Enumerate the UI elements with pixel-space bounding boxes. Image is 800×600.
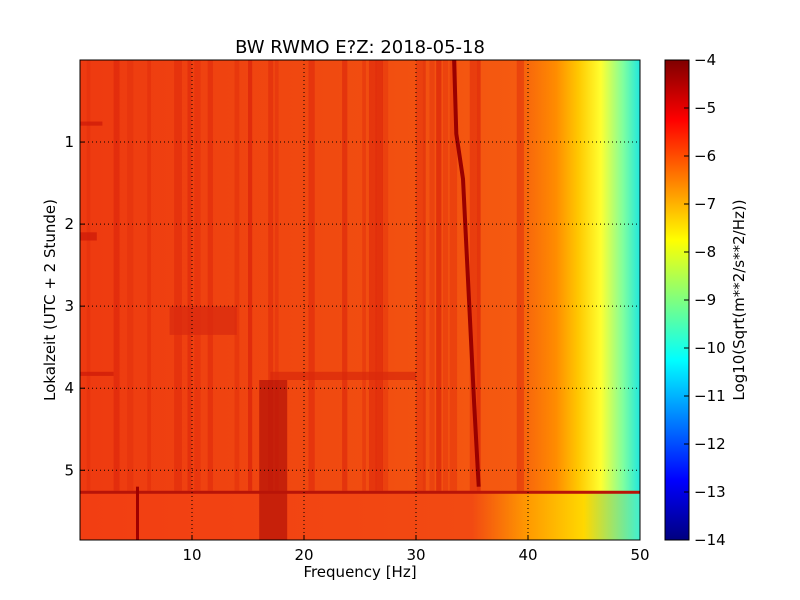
frequency-stripe	[362, 60, 366, 540]
frequency-stripe	[174, 60, 182, 540]
frequency-stripe	[469, 60, 477, 540]
x-tick-label: 50	[630, 546, 649, 564]
frequency-stripe	[308, 60, 315, 540]
time-band	[80, 371, 114, 376]
colorbar-label: Log10(Sqrt(m**2/s**2/Hz))	[730, 199, 748, 400]
frequency-stripe	[382, 60, 389, 540]
frequency-stripe	[416, 60, 423, 540]
x-axis-label: Frequency [Hz]	[303, 563, 416, 581]
frequency-stripe	[113, 60, 120, 540]
colorbar-tick-label: −5	[694, 99, 716, 117]
frequency-stripe	[234, 60, 240, 540]
colorbar-tick-label: −4	[694, 51, 716, 69]
tonal-line	[452, 60, 481, 487]
grid-lines	[80, 60, 640, 540]
frequency-stripe	[147, 60, 151, 540]
frequency-stripe	[375, 60, 383, 540]
frequency-stripe	[86, 60, 91, 540]
x-tick-label: 30	[406, 546, 425, 564]
time-band	[270, 371, 416, 380]
colorbar-tick-label: −12	[694, 435, 726, 453]
x-tick-label: 20	[294, 546, 313, 564]
time-band	[169, 306, 237, 335]
frequency-stripe	[368, 60, 377, 540]
frequency-stripe	[429, 60, 435, 540]
spectrogram-background	[80, 60, 640, 540]
colorbar-tick-label: −14	[694, 531, 726, 549]
x-axis-ticks: 10 20 30 40 50	[182, 535, 650, 564]
short-line	[136, 486, 139, 540]
broadband-band	[80, 490, 640, 540]
frequency-stripe	[436, 60, 442, 540]
time-band	[80, 232, 97, 241]
frequency-stripe	[187, 60, 192, 540]
y-axis-label: Lokalzeit (UTC + 2 Stunde)	[41, 199, 59, 401]
frequency-stripe	[422, 60, 426, 540]
y-tick-label: 4	[64, 379, 74, 397]
colorbar-tick-label: −10	[694, 339, 726, 357]
frequency-stripe	[449, 60, 458, 540]
frequency-stripe	[207, 60, 213, 540]
y-axis-ticks: 1 2 3 4 5	[64, 133, 85, 479]
colorbar-tick-label: −7	[694, 195, 716, 213]
colorbar-tick-label: −11	[694, 387, 726, 405]
colorbar-tick-label: −13	[694, 483, 726, 501]
x-tick-label: 40	[518, 546, 537, 564]
plot-area	[80, 60, 640, 540]
y-tick-label: 2	[64, 215, 74, 233]
frequency-stripe	[476, 60, 481, 540]
y-tick-label: 1	[64, 133, 74, 151]
frequency-stripe	[516, 60, 525, 540]
frequency-stripe	[442, 60, 449, 540]
frequency-stripes	[86, 60, 525, 540]
x-tick-label: 10	[182, 546, 201, 564]
frequency-stripe	[268, 60, 274, 540]
broadband-band-edge	[80, 490, 640, 494]
colorbar-ticks: −4 −5 −6 −7 −8 −9 −10 −11 −12 −13 −14	[684, 51, 726, 549]
frequency-stripe	[342, 60, 348, 540]
frequency-stripe	[248, 60, 253, 540]
narrow-band	[259, 380, 288, 540]
frequency-stripe	[194, 60, 201, 540]
colorbar-tick-label: −8	[694, 243, 716, 261]
frequency-stripe	[127, 60, 134, 540]
plot-frame	[79, 59, 641, 541]
colorbar-tick-label: −6	[694, 147, 716, 165]
time-band	[80, 121, 103, 126]
chart-title: BW RWMO E?Z: 2018-05-18	[235, 37, 485, 58]
time-bands	[80, 121, 416, 380]
spectral-features	[80, 60, 640, 540]
frequency-stripe	[274, 60, 279, 540]
y-tick-label: 3	[64, 297, 74, 315]
y-tick-label: 5	[64, 461, 74, 479]
colorbar-tick-label: −9	[694, 291, 716, 309]
